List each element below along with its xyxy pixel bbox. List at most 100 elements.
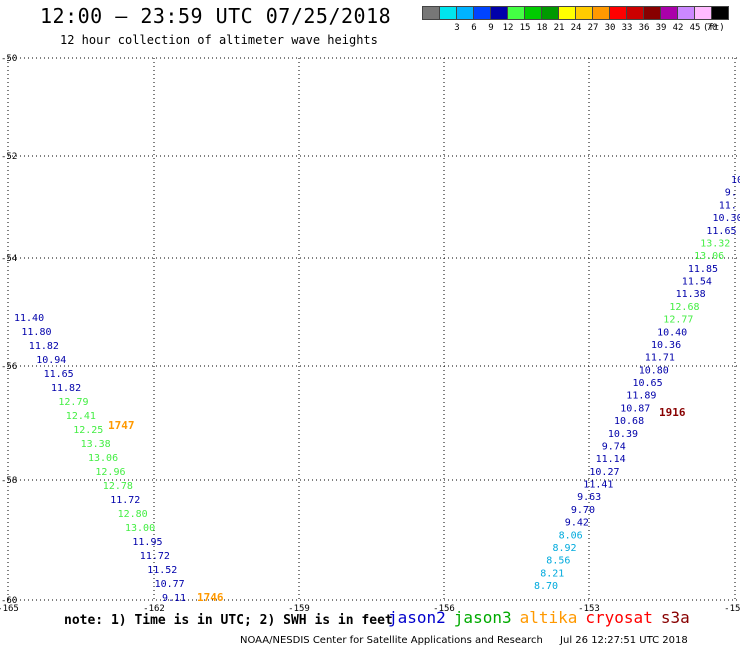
lat-tick-label: -56: [1, 362, 17, 372]
legend-jason2: jason2: [388, 608, 446, 627]
wave-height-value: 8.56: [546, 556, 570, 567]
footer-timestamp: Jul 26 12:27:51 UTC 2018: [560, 635, 688, 646]
lon-tick-label: -150: [724, 604, 740, 614]
satellite-pass-times: 1747 1746 1916: [108, 406, 686, 604]
wave-height-value: 10: [731, 175, 740, 186]
wave-height-value: 11.52: [147, 565, 177, 576]
wave-height-value: 8.70: [534, 581, 558, 592]
scale-label: 15: [519, 23, 531, 33]
wave-height-value: 10.30: [713, 213, 740, 224]
wave-height-value: 11.65: [44, 369, 74, 380]
scale-label: 18: [536, 23, 548, 33]
wave-height-value: 11.82: [29, 341, 59, 352]
lat-tick-label: -58: [1, 476, 17, 486]
satellite-legend: jason2 jason3 altika cryosat s3a: [388, 608, 698, 627]
wave-height-value: 12.41: [66, 411, 96, 422]
scale-label: 12: [502, 23, 514, 33]
scale-label: 3: [454, 23, 460, 33]
footer-organization: NOAA/NESDIS Center for Satellite Applica…: [240, 635, 543, 646]
wave-height-value: 12.25: [73, 425, 103, 436]
lat-lon-grid: [7, 57, 738, 601]
lat-tick-label: -60: [1, 596, 17, 606]
wave-height-value: 11.38: [676, 289, 706, 300]
pass-time-label: 1747: [108, 419, 135, 432]
wave-height-value: 13.06: [694, 251, 724, 262]
wave-height-value: 11.: [719, 200, 737, 211]
lat-tick-label: -52: [1, 152, 17, 162]
wave-height-value: 11.85: [688, 264, 718, 275]
wave-height-value: 11.41: [583, 480, 613, 491]
scale-label: 70: [706, 23, 718, 33]
pass-time-label: 1746: [197, 591, 224, 604]
lat-tick-label: -50: [1, 54, 17, 64]
lon-tick-label: -162: [143, 604, 165, 614]
scale-label: 9: [488, 23, 494, 33]
wave-height-value: 12.80: [118, 509, 148, 520]
wave-height-value: 10.77: [155, 579, 185, 590]
wave-height-value: 11.95: [132, 537, 162, 548]
wave-height-value: 10.27: [589, 467, 619, 478]
wave-height-value: 8.21: [540, 568, 564, 579]
scale-label: 6: [471, 23, 477, 33]
wave-height-value: 11.65: [706, 226, 736, 237]
wave-height-value: 10.94: [36, 355, 66, 366]
wave-height-value: 12.68: [669, 302, 699, 313]
wave-height-value: 11.54: [682, 277, 712, 288]
wave-height-value: 10.68: [614, 416, 644, 427]
wave-height-value: 9.11: [162, 593, 186, 604]
wave-height-value: 9.63: [577, 492, 601, 503]
scale-label: 33: [621, 23, 633, 33]
wave-height-value: 12.78: [103, 481, 133, 492]
lon-tick-label: -159: [288, 604, 310, 614]
wave-height-value: 8.92: [553, 543, 577, 554]
footer-credit: NOAA/NESDIS Center for Satellite Applica…: [240, 635, 688, 646]
scale-label: 24: [570, 23, 582, 33]
axis-tick-labels: -50 -52 -54 -56 -58 -60-165 -162 -159 -156 -153 -1…: [0, 54, 740, 614]
wave-height-observations: 11.40 11.80 11.82 10.94 11.65 11.82 12.79 12.41…: [14, 175, 740, 604]
wave-height-value: 11.80: [21, 327, 51, 338]
scale-label: 30: [604, 23, 616, 33]
wave-height-value: 10.36: [651, 340, 681, 351]
scale-unit: (ft): [703, 23, 725, 33]
scale-label: 27: [587, 23, 599, 33]
wave-height-value: 13.38: [81, 439, 111, 450]
wave-height-value: 13.00: [125, 523, 155, 534]
pass-time-label: 1916: [659, 406, 686, 419]
wave-height-value: 12.96: [95, 467, 125, 478]
lat-tick-label: -54: [1, 254, 17, 264]
wave-height-value: 11.89: [626, 391, 656, 402]
scale-swatch: [711, 6, 729, 20]
wave-height-value: 10.39: [608, 429, 638, 440]
wave-height-value: 9.74: [602, 441, 626, 452]
wave-height-value: 12.77: [663, 315, 693, 326]
legend-jason3: jason3: [453, 608, 512, 627]
map-title: 12:00 – 23:59 UTC 07/25/2018: [40, 4, 392, 28]
lon-tick-label: -165: [0, 604, 19, 614]
map-subtitle: 12 hour collection of altimeter wave hei…: [60, 33, 378, 47]
wave-height-value: 11.82: [51, 383, 81, 394]
wave-height-value: 12.79: [58, 397, 88, 408]
legend-s3a: s3a: [660, 608, 690, 627]
wave-height-value: 11.72: [140, 551, 170, 562]
scale-label: 45: [689, 23, 701, 33]
wave-height-value: 11.40: [14, 313, 44, 324]
wave-height-value: 9.: [725, 188, 737, 199]
wave-height-value: 10.87: [620, 403, 650, 414]
wave-height-value: 11.14: [596, 454, 626, 465]
wave-height-value: 9.42: [565, 518, 589, 529]
lon-tick-label: -153: [578, 604, 600, 614]
legend-cryosat: cryosat: [585, 608, 653, 627]
scale-label: 36: [638, 23, 650, 33]
scale-label: 21: [553, 23, 565, 33]
legend-altika: altika: [519, 608, 578, 627]
wave-height-value: 8.06: [559, 530, 583, 541]
wave-height-value: 10.65: [633, 378, 663, 389]
wave-height-value: 11.72: [110, 495, 140, 506]
units-note: note: 1) Time is in UTC; 2) SWH is in fe…: [64, 613, 393, 628]
wave-height-value: 11.71: [645, 353, 675, 364]
scale-label: 39: [655, 23, 667, 33]
wave-height-value: 10.40: [657, 327, 687, 338]
wave-height-value: 13.06: [88, 453, 118, 464]
lon-tick-label: -156: [433, 604, 455, 614]
